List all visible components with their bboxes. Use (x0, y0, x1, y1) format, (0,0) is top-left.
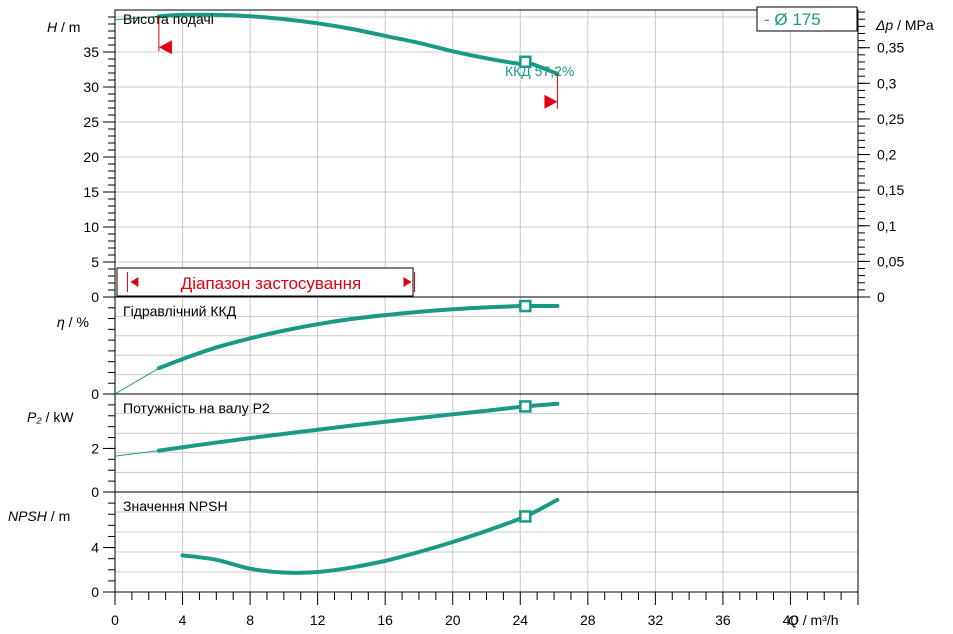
right-tick-label: 0,35 (877, 40, 904, 56)
y-tick-label: 5 (91, 254, 99, 270)
panel-npsh (180, 497, 560, 575)
y-tick-label: 35 (83, 44, 99, 60)
right-tick-label: 0,05 (877, 253, 904, 269)
label-layer: Висота подачі Гідравлічний ККД Потужність … (116, 6, 858, 514)
y-axis-unit: / kW (42, 409, 75, 425)
efficiency-annotation: ККД 57,2% (505, 63, 574, 79)
right-tick-label: 0,1 (877, 218, 897, 234)
operating-point-marker (519, 299, 532, 313)
y-axis-variable: P₂ (27, 409, 42, 425)
x-tick-label: 8 (246, 612, 254, 628)
curve-layer (114, 12, 560, 575)
right-tick-label: 0,2 (877, 147, 897, 163)
x-axis-variable: Q (788, 612, 799, 628)
curve-extrapolation-head (114, 15, 159, 21)
panel-title-efficiency: Гідравлічний ККД (123, 303, 237, 319)
y-tick-label: 4 (91, 540, 99, 556)
x-tick-label: 0 (111, 612, 119, 628)
y-tick-label: 15 (83, 184, 99, 200)
operating-point-marker (519, 510, 532, 523)
curve-head (156, 12, 560, 76)
y-axis-unit: / m (57, 19, 80, 35)
range-end-arrow (544, 94, 558, 109)
y-tick-label: 2 (91, 440, 99, 456)
y-tick-label: 0 (91, 584, 99, 600)
grid-layer (115, 10, 858, 592)
curve-efficiency (156, 303, 560, 371)
x-axis-label: Q / m³/h (788, 612, 839, 628)
x-tick-label: 4 (179, 612, 187, 628)
range-bracket-left-arrow (130, 277, 139, 287)
x-tick-label: 12 (310, 612, 326, 628)
panel-title-npsh: Значення NPSH (123, 498, 228, 514)
x-tick-label: 20 (445, 612, 461, 628)
curve-extrapolation-power (114, 450, 159, 457)
curve-npsh (180, 497, 560, 575)
diameter-legend-text: - Ø 175 (764, 10, 821, 29)
y-tick-label: 0 (91, 289, 99, 305)
application-range-label: Діапазон застосування (181, 274, 361, 293)
x-tick-label: 36 (715, 612, 731, 628)
right-tick-label: 0 (877, 289, 885, 305)
y-axis-unit: / m (47, 508, 70, 524)
right-axis-variable: Δp (875, 17, 893, 33)
right-axis-label: Δp / MPa (875, 17, 934, 33)
panel-frame (114, 9, 859, 298)
y-tick-label: 10 (83, 219, 99, 235)
y-tick-label: 0 (91, 484, 99, 500)
panel-head (114, 12, 560, 76)
curve-extrapolation-efficiency (114, 367, 160, 395)
y-axis-label-efficiency: η / % (57, 314, 89, 330)
right-axis-unit: / MPa (893, 17, 934, 33)
panel-title-head: Висота подачі (123, 11, 214, 27)
axes-layer: 0 4 8 12 16 20 24 28 32 36 40Q / m³/h0510152025303… (8, 9, 934, 628)
x-tick-label: 40 (783, 612, 799, 628)
right-tick-label: 0,15 (877, 182, 904, 198)
panel-frame (114, 491, 859, 593)
panel-title-power: Потужність на валу P2 (123, 400, 270, 416)
range-start-arrow (158, 40, 172, 55)
panel-power (114, 400, 560, 457)
y-axis-label-power: P₂ / kW (27, 409, 74, 425)
x-tick-label: 28 (580, 612, 596, 628)
x-tick-label: 16 (377, 612, 393, 628)
y-axis-unit: / % (65, 314, 89, 330)
panel-efficiency (114, 299, 560, 395)
application-range-box (116, 267, 414, 297)
operating-point-marker (519, 55, 532, 69)
y-tick-label: 25 (83, 114, 99, 130)
y-axis-variable: H (47, 19, 58, 35)
y-axis-variable: η (57, 314, 65, 330)
y-axis-label-head: H / m (47, 19, 80, 35)
y-axis-label-npsh: NPSH / m (8, 508, 70, 524)
y-tick-label: 30 (83, 79, 99, 95)
x-tick-label: 32 (648, 612, 664, 628)
y-axis-variable: NPSH (8, 508, 48, 524)
operating-point-marker (519, 400, 532, 413)
diameter-legend-box (756, 6, 858, 32)
right-tick-label: 0,3 (877, 75, 897, 91)
x-axis-unit: / m³/h (799, 612, 839, 628)
y-tick-label: 20 (83, 149, 99, 165)
range-bracket-right-arrow (403, 277, 412, 287)
y-tick-label: 0 (91, 386, 99, 402)
x-tick-label: 24 (512, 612, 528, 628)
right-tick-label: 0,25 (877, 111, 904, 127)
